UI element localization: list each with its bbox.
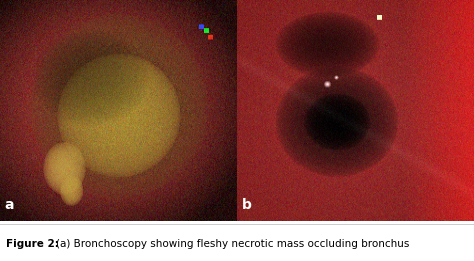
Text: Figure 2:: Figure 2: bbox=[6, 239, 59, 249]
Text: b: b bbox=[242, 198, 252, 212]
Text: (a) Bronchoscopy showing fleshy necrotic mass occluding bronchus: (a) Bronchoscopy showing fleshy necrotic… bbox=[56, 239, 410, 249]
Text: a: a bbox=[5, 198, 14, 212]
